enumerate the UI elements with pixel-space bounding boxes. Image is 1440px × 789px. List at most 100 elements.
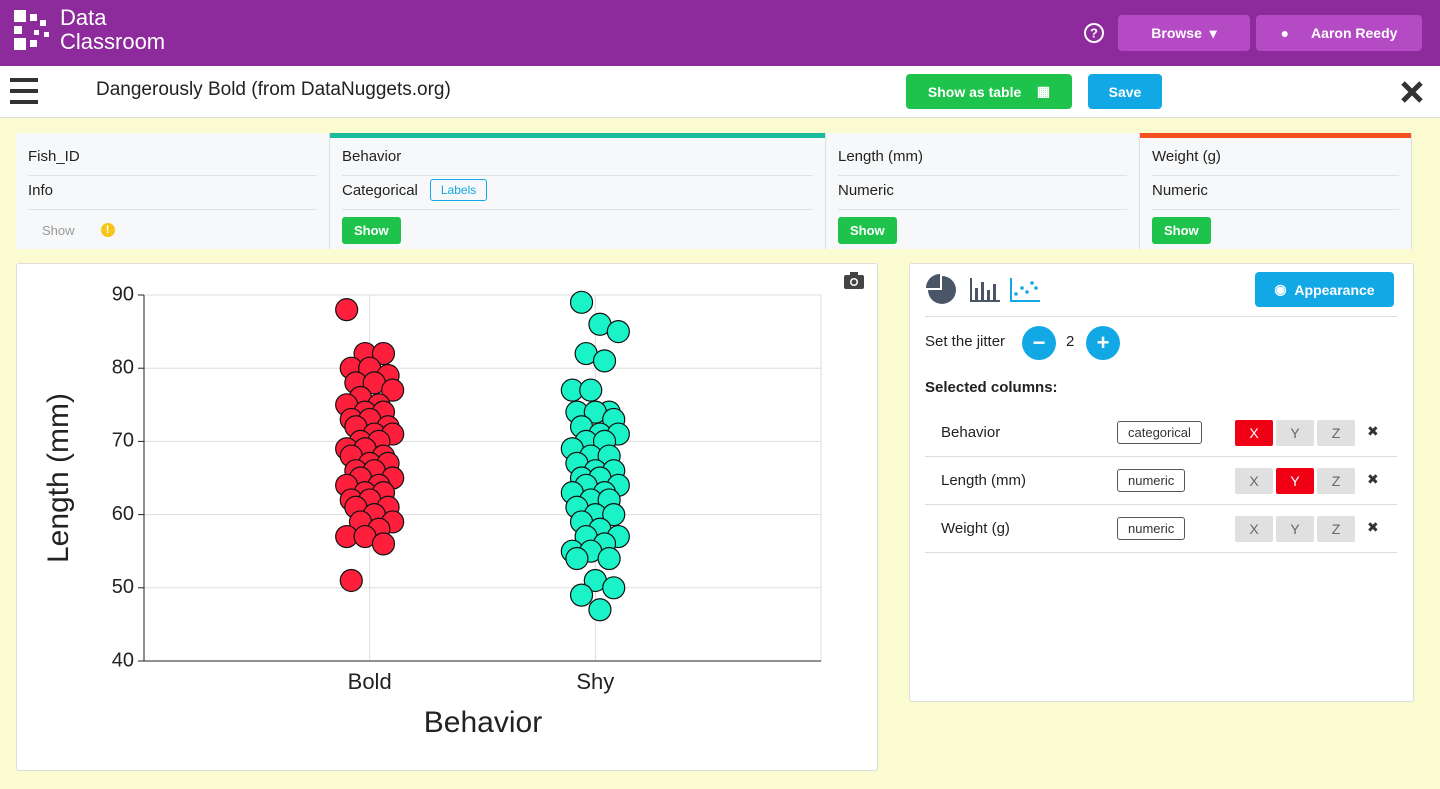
warning-icon: ! — [100, 223, 115, 237]
axis-button[interactable]: Y — [1276, 468, 1314, 494]
remove-column[interactable]: ✖ — [1367, 519, 1379, 535]
axis-button[interactable]: X — [1235, 420, 1273, 446]
column-name: Fish_ID — [28, 147, 80, 165]
appearance-button[interactable]: ◉ Appearance — [1255, 272, 1394, 307]
point — [569, 583, 594, 607]
close-icon[interactable] — [1400, 80, 1424, 104]
svg-text:?: ? — [1090, 25, 1098, 40]
column-show-row: Show — [342, 211, 813, 249]
y-tick-label: 70 — [112, 430, 134, 452]
column-name: Length (mm) — [838, 147, 924, 165]
column-card: Behavior Categorical Labels Show — [330, 133, 826, 249]
point — [597, 546, 621, 571]
user-icon: ● — [1280, 25, 1290, 41]
chart: Behavior Length (mm) 40 50 60 70 80 90 Bold Shy — [42, 272, 864, 739]
point — [569, 290, 594, 314]
save-label: Save — [1108, 83, 1142, 100]
column-type-tag: numeric — [1117, 469, 1186, 492]
show-button[interactable]: Show — [838, 216, 897, 244]
axis-button[interactable]: Z — [1317, 420, 1355, 446]
remove-column[interactable]: ✖ — [1367, 471, 1379, 487]
browse-button[interactable]: Browse ▾ — [1118, 15, 1250, 51]
help-icon[interactable]: ? — [1082, 21, 1106, 45]
column-kind: Categorical — [342, 181, 418, 199]
y-tick-label: 50 — [112, 576, 134, 598]
column-kind-row: Numeric — [838, 171, 1127, 210]
y-tick-label: 40 — [112, 649, 134, 671]
point — [588, 598, 612, 622]
column-kind: Numeric — [1152, 181, 1208, 199]
selected-column-name: Length (mm) — [941, 472, 1027, 489]
column-kind: Numeric — [838, 181, 894, 199]
column-show-row: Show — [1152, 211, 1399, 249]
point — [371, 532, 396, 556]
browse-label: Browse — [1151, 25, 1202, 41]
column-kind: Info — [28, 181, 54, 199]
x-axis-label: Behavior — [424, 706, 542, 739]
jitter-value: 2 — [1066, 333, 1075, 350]
jitter-minus[interactable]: − — [1022, 326, 1056, 360]
user-button[interactable]: ● Aaron Reedy — [1256, 15, 1422, 51]
axis-button[interactable]: Y — [1276, 516, 1314, 542]
column-show-row: Show — [838, 211, 1127, 249]
point — [606, 319, 630, 344]
user-name: Aaron Reedy — [1311, 25, 1398, 41]
column-card: Weight (g) Numeric Show — [1140, 133, 1412, 249]
camera-icon[interactable] — [844, 272, 864, 289]
logo — [14, 10, 49, 50]
selected-column-row: Behavior categorical X Y Z ✖ — [925, 409, 1397, 457]
toolbar: Dangerously Bold (from DataNuggets.org) … — [0, 66, 1440, 118]
point — [565, 546, 589, 571]
show-table-button[interactable]: Show as table ▦ — [906, 74, 1072, 109]
save-button[interactable]: Save — [1088, 74, 1162, 109]
chart-type-icons[interactable] — [926, 274, 1046, 306]
point — [371, 341, 396, 366]
brand: Data Classroom — [60, 6, 165, 54]
axis-button[interactable]: Z — [1317, 468, 1355, 494]
axis-button[interactable]: X — [1235, 468, 1273, 494]
column-name-row: Behavior — [342, 137, 813, 176]
column-name: Behavior — [342, 147, 402, 165]
point — [592, 349, 617, 373]
appearance-label: Appearance — [1294, 281, 1375, 298]
x-tick-label: Bold — [348, 669, 392, 694]
point — [602, 503, 626, 527]
point — [335, 298, 359, 322]
y-tick-label: 90 — [112, 283, 134, 305]
show-table-label: Show as table — [927, 83, 1022, 100]
column-name-row: Length (mm) — [838, 137, 1127, 176]
plot-frame — [143, 294, 822, 662]
column-name-row: Weight (g) — [1152, 137, 1399, 176]
point — [602, 576, 626, 600]
jitter-label: Set the jitter — [925, 333, 1006, 350]
column-show-row: Show! — [28, 211, 317, 249]
column-type-tag: numeric — [1117, 517, 1186, 540]
labels-button[interactable]: Labels — [429, 179, 488, 201]
column-kind-row: Numeric — [1152, 171, 1399, 210]
column-name: Weight (g) — [1152, 147, 1221, 165]
brand-top: Data — [60, 5, 107, 30]
axis-button[interactable]: Z — [1317, 516, 1355, 542]
chart-card — [16, 263, 878, 771]
divider — [925, 316, 1397, 317]
axis-button[interactable]: X — [1235, 516, 1273, 542]
selected-column-row: Weight (g) numeric X Y Z ✖ — [925, 505, 1397, 553]
selected-column-name: Weight (g) — [941, 520, 1010, 537]
column-name-row: Fish_ID — [28, 137, 317, 176]
dataset-title: Dangerously Bold (from DataNuggets.org) — [96, 79, 451, 100]
axis-button[interactable]: Y — [1276, 420, 1314, 446]
column-type-tag: categorical — [1117, 421, 1202, 444]
show-disabled: Show — [42, 222, 75, 238]
menu-icon[interactable] — [10, 78, 38, 104]
column-accent — [330, 133, 825, 138]
jitter-plus[interactable]: + — [1086, 326, 1120, 360]
point — [579, 378, 603, 402]
y-axis-label: Length (mm) — [42, 393, 75, 563]
y-tick-label: 60 — [112, 503, 134, 525]
show-button[interactable]: Show — [1152, 216, 1211, 244]
remove-column[interactable]: ✖ — [1367, 423, 1379, 439]
brand-bottom: Classroom — [60, 29, 166, 54]
column-accent — [1140, 133, 1411, 138]
show-button[interactable]: Show — [342, 216, 401, 244]
